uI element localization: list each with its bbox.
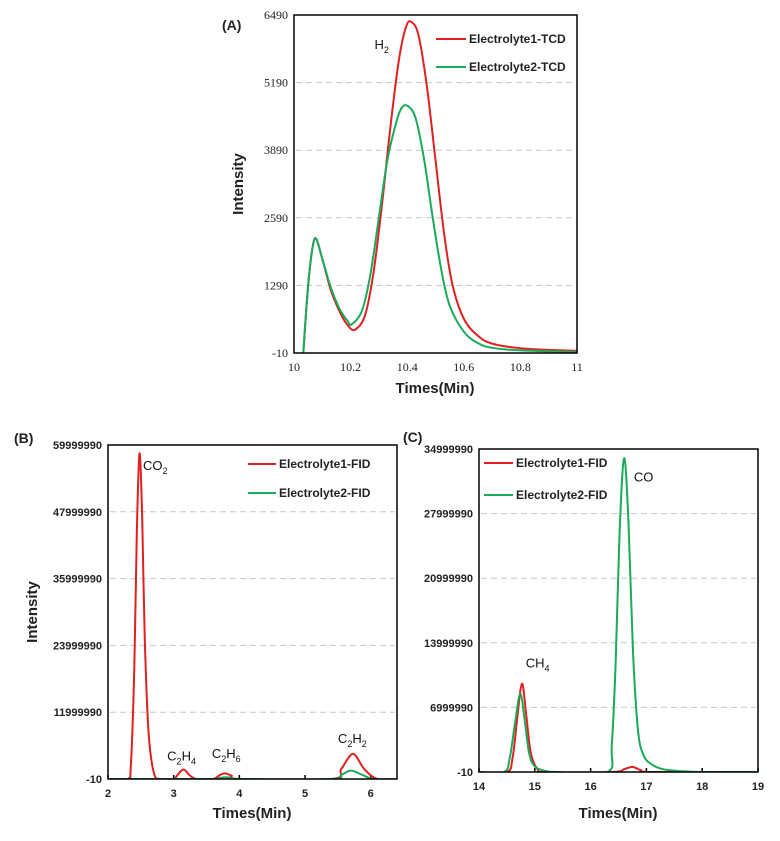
peak-label-subscript: 2: [221, 754, 226, 764]
plot-frame: [478, 448, 759, 773]
y-tick-label: 59999990: [53, 440, 102, 452]
x-tick-label: 18: [696, 781, 708, 793]
peak-label-text: CH: [526, 656, 545, 671]
peak-label-text: C: [338, 731, 347, 746]
x-tick-label: 19: [752, 781, 764, 793]
x-tick-label: 10.4: [397, 360, 418, 374]
y-tick-label: 23999990: [53, 640, 102, 652]
peak-label: C2​H2​: [338, 731, 367, 749]
x-tick-label: 10: [288, 360, 300, 374]
peak-label-text: C: [167, 749, 176, 764]
y-tick-label: 6999990: [430, 702, 473, 714]
x-axis-title: Times(Min): [396, 380, 475, 397]
panel-label: (C): [403, 429, 422, 445]
x-axis-title: Times(Min): [213, 805, 292, 822]
y-tick-label: 3890: [264, 143, 288, 157]
x-tick-label: 5: [302, 788, 308, 800]
peak-label-subscript: 2: [347, 739, 352, 749]
y-tick-label: -10: [457, 767, 473, 779]
y-tick-label: 5190: [264, 76, 288, 90]
y-tick-label: -10: [272, 346, 288, 360]
x-tick-label: 2: [105, 788, 111, 800]
plot-frame: [293, 14, 578, 354]
y-axis-title: Intensity: [230, 153, 247, 215]
y-tick-label: 13999990: [424, 638, 473, 650]
y-tick-label: 2590: [264, 211, 288, 225]
y-tick-label: 20999990: [424, 573, 473, 585]
y-tick-label: 47999990: [53, 507, 102, 519]
peak-label-subscript: 2: [362, 739, 367, 749]
panel-label: (B): [14, 430, 33, 446]
peak-label: H2​: [375, 37, 389, 55]
peak-label-text: CO: [634, 469, 654, 484]
y-axis-title: Intensity: [24, 581, 41, 643]
peak-label: C2​H4​: [167, 749, 196, 767]
y-tick-label: 34999990: [424, 444, 473, 456]
legend-label: Electrolyte2-TCD: [469, 60, 566, 74]
chart-panel-a: (A) -10 1290 2590 3890 5190 6490 10 10.2 10.4 10.6…: [222, 8, 583, 397]
peak-label-text: C: [212, 746, 221, 761]
x-tick-label: 10.8: [510, 360, 531, 374]
chart-panel-c: (C) -10 6999990 13999990 20999990 27999990 349…: [403, 429, 764, 822]
y-tick-label: 6490: [264, 8, 288, 22]
series-line-electrolyte2-fid: [108, 769, 397, 779]
peak-label-text: CO: [143, 458, 163, 473]
peak-label-text: H: [182, 749, 191, 764]
x-tick-label: 11: [571, 360, 583, 374]
peak-label-subscript: 2: [384, 45, 389, 55]
peak-label-subscript: 4: [191, 757, 196, 767]
peak-label-text: H: [226, 746, 235, 761]
series-line-electrolyte2-fid: [479, 457, 758, 772]
legend-label: Electrolyte1-FID: [279, 457, 371, 471]
y-tick-label: -10: [86, 774, 102, 786]
legend-label: Electrolyte1-FID: [516, 456, 608, 470]
legend-label: Electrolyte2-FID: [279, 486, 371, 500]
x-tick-label: 16: [584, 781, 596, 793]
peak-label: CO2​: [143, 458, 168, 476]
peak-label-text: H: [375, 37, 384, 52]
legend-label: Electrolyte1-TCD: [469, 32, 566, 46]
peak-label: C2​H6​: [212, 746, 241, 764]
x-tick-label: 4: [236, 788, 243, 800]
peak-label-subscript: 6: [236, 754, 241, 764]
panel-label: (A): [222, 17, 241, 33]
x-tick-label: 3: [171, 788, 177, 800]
x-tick-label: 17: [640, 781, 652, 793]
plot-frame: [107, 444, 398, 780]
peak-label-subscript: 2: [163, 466, 168, 476]
x-tick-label: 10.6: [453, 360, 474, 374]
legend-label: Electrolyte2-FID: [516, 488, 608, 502]
x-axis-title: Times(Min): [579, 805, 658, 822]
peak-label-subscript: 4: [544, 664, 549, 674]
x-tick-label: 15: [529, 781, 541, 793]
peak-label-text: H: [352, 731, 361, 746]
chart-panel-b: (B) -10 11999990 23999990 35999990 47999990 59…: [14, 430, 398, 822]
y-tick-label: 35999990: [53, 574, 102, 586]
y-tick-label: 11999990: [54, 707, 102, 719]
peak-label: CH4​: [526, 656, 550, 674]
x-tick-label: 10.2: [340, 360, 361, 374]
y-tick-label: 27999990: [424, 509, 473, 521]
y-tick-label: 1290: [264, 278, 288, 292]
series-line-electrolyte2-tcd: [302, 104, 577, 353]
x-tick-label: 14: [473, 781, 486, 793]
peak-label-subscript: 2: [177, 757, 182, 767]
peak-label: CO: [634, 469, 654, 484]
x-tick-label: 6: [368, 788, 374, 800]
series-line-electrolyte1-fid: [479, 682, 758, 772]
